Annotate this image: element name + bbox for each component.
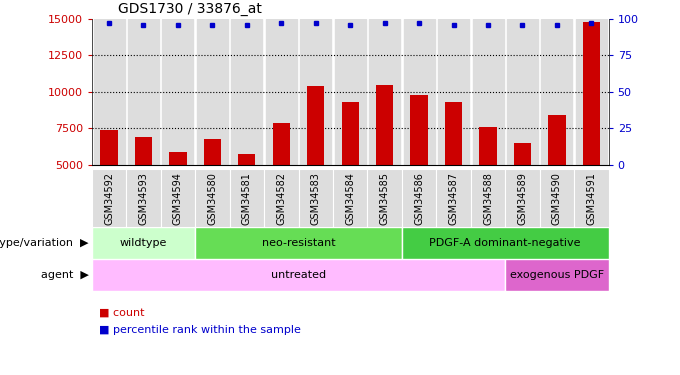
Bar (369, 19, 400, 165)
Bar (204, 139, 221, 165)
Text: neo-resistant: neo-resistant (262, 238, 335, 248)
Bar (505, 259, 609, 291)
Bar (540, 169, 574, 227)
Bar (411, 95, 428, 165)
Text: GSM34585: GSM34585 (379, 172, 390, 225)
Bar (92, 169, 126, 227)
Text: ■ percentile rank within the sample: ■ percentile rank within the sample (99, 325, 301, 335)
Bar (404, 19, 435, 165)
Text: GSM34584: GSM34584 (345, 172, 355, 225)
Text: GSM34583: GSM34583 (311, 172, 321, 225)
Text: genotype/variation  ▶: genotype/variation ▶ (0, 238, 88, 248)
Text: PDGF-A dominant-negative: PDGF-A dominant-negative (430, 238, 581, 248)
Bar (333, 169, 367, 227)
Text: GSM34586: GSM34586 (414, 172, 424, 225)
Bar (583, 22, 600, 165)
Bar (471, 169, 505, 227)
Bar (541, 19, 573, 165)
Text: GSM34588: GSM34588 (483, 172, 493, 225)
Bar (195, 169, 230, 227)
Text: agent  ▶: agent ▶ (41, 270, 88, 280)
Bar (92, 259, 505, 291)
Bar (505, 169, 540, 227)
Bar (273, 123, 290, 165)
Bar (341, 102, 359, 165)
Text: GSM34582: GSM34582 (276, 172, 286, 225)
Text: ■ count: ■ count (99, 308, 144, 318)
Text: GSM34587: GSM34587 (449, 172, 458, 225)
Bar (548, 115, 566, 165)
Bar (307, 86, 324, 165)
Text: GSM34594: GSM34594 (173, 172, 183, 225)
Bar (335, 19, 366, 165)
Text: GSM34590: GSM34590 (552, 172, 562, 225)
Bar (135, 137, 152, 165)
Bar (576, 19, 607, 165)
Bar (126, 169, 160, 227)
Text: exogenous PDGF: exogenous PDGF (510, 270, 604, 280)
Text: wildtype: wildtype (120, 238, 167, 248)
Text: GDS1730 / 33876_at: GDS1730 / 33876_at (118, 2, 262, 16)
Bar (163, 19, 193, 165)
Bar (574, 169, 609, 227)
Bar (402, 227, 609, 259)
Bar (230, 169, 264, 227)
Bar (437, 169, 471, 227)
Bar (445, 102, 462, 165)
Text: GSM34589: GSM34589 (517, 172, 528, 225)
Bar (367, 169, 402, 227)
Bar (160, 169, 195, 227)
Bar (195, 227, 402, 259)
Bar (94, 19, 124, 165)
Bar (301, 19, 331, 165)
Bar (197, 19, 228, 165)
Bar (128, 19, 159, 165)
Bar (514, 143, 531, 165)
Bar (507, 19, 538, 165)
Bar (264, 169, 299, 227)
Text: GSM34592: GSM34592 (104, 172, 114, 225)
Text: GSM34580: GSM34580 (207, 172, 218, 225)
Bar (169, 152, 186, 165)
Bar (473, 19, 503, 165)
Text: GSM34593: GSM34593 (139, 172, 148, 225)
Bar (438, 19, 469, 165)
Text: GSM34581: GSM34581 (242, 172, 252, 225)
Text: GSM34591: GSM34591 (586, 172, 596, 225)
Bar (92, 227, 195, 259)
Bar (299, 169, 333, 227)
Bar (238, 154, 256, 165)
Bar (402, 169, 437, 227)
Bar (231, 19, 262, 165)
Bar (266, 19, 296, 165)
Bar (101, 130, 118, 165)
Text: untreated: untreated (271, 270, 326, 280)
Bar (479, 127, 496, 165)
Bar (376, 85, 393, 165)
